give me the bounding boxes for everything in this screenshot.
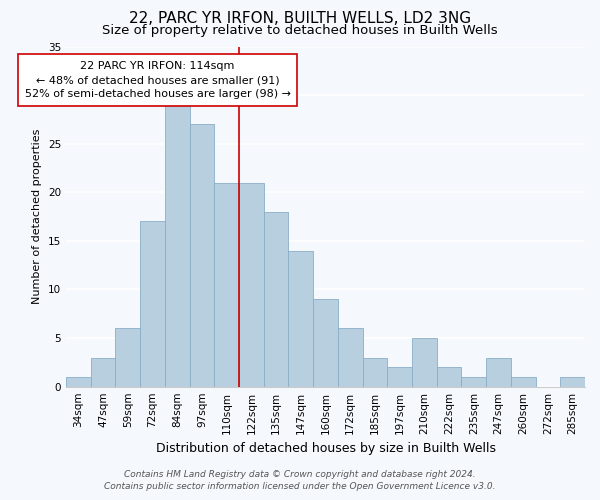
Bar [412, 338, 437, 386]
Bar [511, 377, 536, 386]
Bar [264, 212, 289, 386]
Bar [115, 328, 140, 386]
Text: Contains HM Land Registry data © Crown copyright and database right 2024.
Contai: Contains HM Land Registry data © Crown c… [104, 470, 496, 491]
Bar [461, 377, 486, 386]
Bar [313, 299, 338, 386]
Bar [190, 124, 214, 386]
Bar [239, 182, 264, 386]
Text: 22 PARC YR IRFON: 114sqm
← 48% of detached houses are smaller (91)
52% of semi-d: 22 PARC YR IRFON: 114sqm ← 48% of detach… [25, 61, 290, 99]
Bar [165, 105, 190, 386]
Text: 22, PARC YR IRFON, BUILTH WELLS, LD2 3NG: 22, PARC YR IRFON, BUILTH WELLS, LD2 3NG [129, 11, 471, 26]
Bar [362, 358, 388, 386]
Bar [437, 367, 461, 386]
Bar [560, 377, 585, 386]
Text: Size of property relative to detached houses in Builth Wells: Size of property relative to detached ho… [102, 24, 498, 37]
Y-axis label: Number of detached properties: Number of detached properties [32, 129, 43, 304]
Bar [338, 328, 362, 386]
Bar [140, 222, 165, 386]
Bar [388, 367, 412, 386]
Bar [486, 358, 511, 386]
Bar [289, 250, 313, 386]
Bar [66, 377, 91, 386]
Bar [214, 182, 239, 386]
Bar [91, 358, 115, 386]
X-axis label: Distribution of detached houses by size in Builth Wells: Distribution of detached houses by size … [155, 442, 496, 455]
